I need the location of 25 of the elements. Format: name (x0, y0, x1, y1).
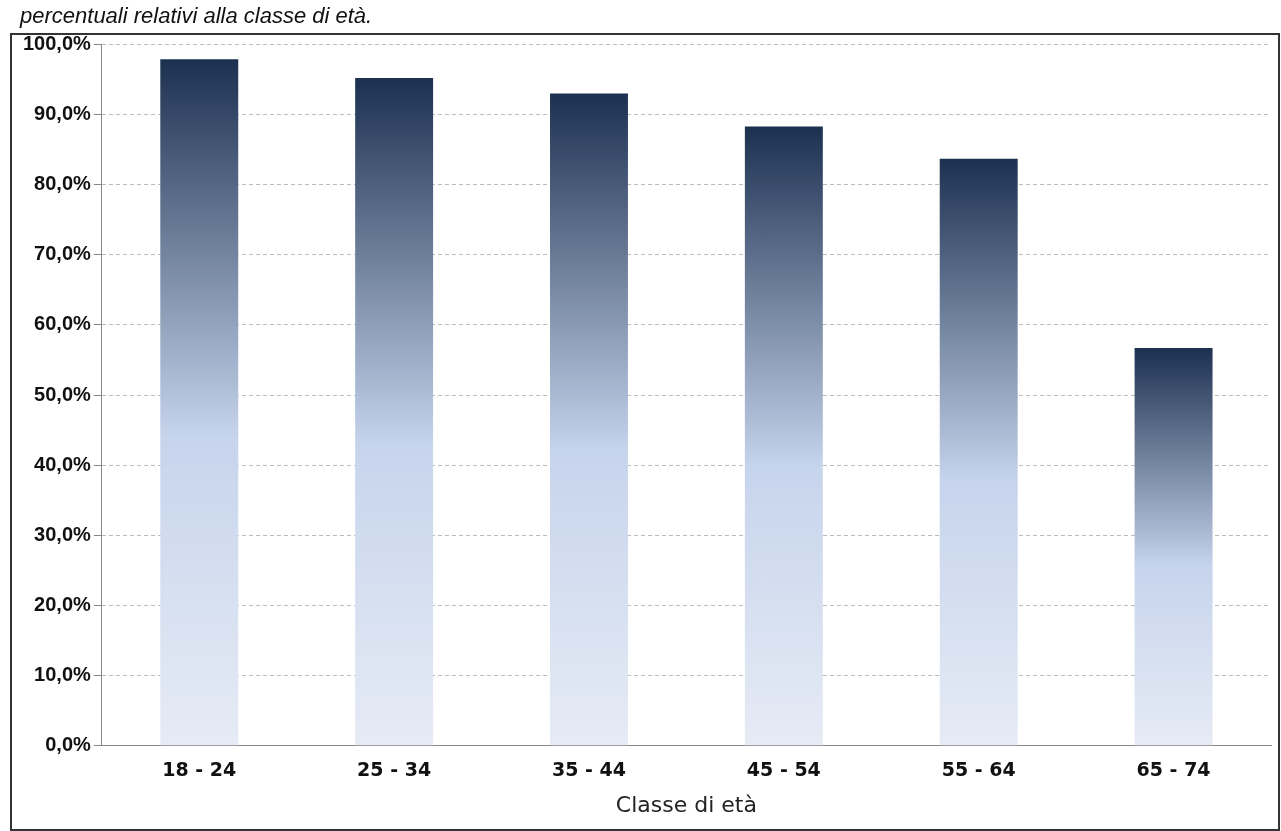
bar (550, 93, 628, 746)
bar (160, 59, 239, 746)
y-tick-label: 10,0% (34, 663, 92, 686)
chart-title: percentuali relativi alla classe di età. (19, 3, 373, 29)
bar (1134, 348, 1213, 746)
y-tick-label: 80,0% (34, 172, 92, 195)
y-tick-label: 100,0% (22, 31, 92, 54)
bar (744, 126, 823, 746)
bar (355, 78, 434, 746)
x-tick-label: 65 - 74 (1136, 758, 1211, 781)
y-tick-label: 60,0% (34, 312, 92, 335)
y-tick-label: 70,0% (34, 242, 92, 265)
bar (939, 158, 1018, 746)
y-tick-label: 90,0% (34, 102, 92, 125)
y-tick-label: 40,0% (34, 452, 92, 475)
x-tick-label: 45 - 54 (746, 758, 821, 781)
x-tick-label: 25 - 34 (357, 758, 432, 781)
y-tick-label: 50,0% (34, 382, 92, 405)
x-tick-label: 18 - 24 (162, 758, 237, 781)
x-axis-title: Classe di età (615, 791, 757, 817)
y-tick-label: 30,0% (34, 522, 92, 545)
y-tick-label: 0,0% (45, 733, 92, 756)
x-tick-label: 55 - 64 (941, 758, 1016, 781)
x-tick-label: 35 - 44 (551, 758, 626, 781)
y-tick-label: 20,0% (34, 593, 92, 616)
